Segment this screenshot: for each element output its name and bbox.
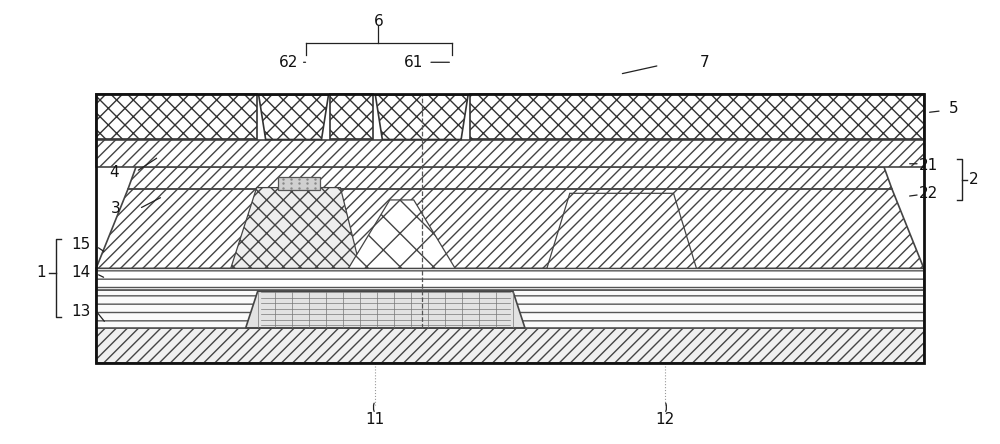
Text: 62: 62 — [279, 55, 298, 70]
Text: 4: 4 — [109, 165, 119, 180]
Text: 3: 3 — [111, 201, 121, 216]
Text: 11: 11 — [366, 412, 385, 427]
Polygon shape — [96, 94, 257, 139]
Bar — [96, 140, 924, 167]
Bar — [96, 268, 924, 290]
Text: 21: 21 — [919, 158, 938, 173]
Text: 6: 6 — [373, 14, 383, 29]
Bar — [96, 290, 924, 328]
Polygon shape — [246, 291, 525, 328]
Polygon shape — [330, 94, 373, 139]
Bar — [96, 94, 924, 363]
Text: 22: 22 — [919, 186, 938, 201]
Text: 5: 5 — [949, 101, 959, 116]
Text: 61: 61 — [404, 55, 423, 70]
Polygon shape — [348, 200, 455, 268]
Polygon shape — [259, 95, 328, 139]
Polygon shape — [470, 94, 924, 139]
Bar — [96, 328, 924, 363]
Text: 14: 14 — [72, 265, 91, 280]
Text: 13: 13 — [71, 304, 91, 319]
Bar — [278, 178, 320, 190]
Polygon shape — [231, 187, 360, 268]
Polygon shape — [128, 167, 892, 189]
Polygon shape — [96, 189, 924, 268]
Text: 12: 12 — [655, 412, 674, 427]
Text: 15: 15 — [72, 238, 91, 253]
Text: 1: 1 — [36, 265, 46, 280]
Polygon shape — [375, 95, 468, 139]
Text: 7: 7 — [700, 55, 709, 70]
Polygon shape — [547, 193, 696, 268]
Text: 2: 2 — [969, 172, 978, 187]
